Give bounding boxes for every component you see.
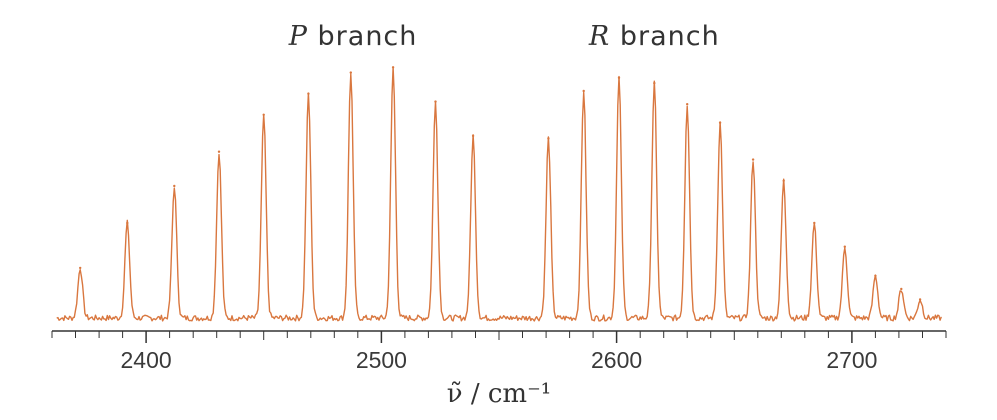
tick-label-2600: 2600: [591, 347, 642, 373]
peak-3: [173, 184, 176, 188]
r-branch-label: R branch: [588, 21, 720, 52]
peak-5: [262, 113, 265, 117]
peak-13: [617, 76, 621, 80]
peak-21: [874, 274, 877, 277]
peak-19: [813, 221, 816, 225]
tick-label-2500: 2500: [356, 347, 407, 373]
x-axis-tick-labels: 2400 2500 2600 2700: [121, 347, 878, 373]
peak-2: [126, 221, 129, 225]
peak-7: [349, 71, 352, 74]
branch-label-group: P branch R branch: [288, 21, 720, 52]
peak-20: [843, 245, 846, 248]
peak-15: [686, 103, 689, 106]
peak-group: [79, 66, 922, 301]
peak-22: [900, 287, 903, 291]
peak-12: [582, 89, 585, 93]
peak-17: [751, 158, 755, 161]
peak-23: [918, 298, 922, 301]
peak-14: [653, 81, 656, 85]
peak-9: [434, 100, 437, 103]
peak-6: [307, 92, 310, 95]
x-axis-label: ν̃ / cm⁻¹: [447, 379, 551, 409]
tick-label-2700: 2700: [826, 347, 877, 373]
peak-8: [391, 66, 395, 69]
peak-16: [718, 121, 722, 124]
spectrum-line: [56, 66, 942, 322]
peak-18: [782, 179, 785, 182]
tick-label-2400: 2400: [121, 347, 172, 373]
peak-1: [79, 266, 82, 270]
peak-11: [547, 137, 550, 140]
p-branch-label: P branch: [288, 21, 418, 52]
x-axis-ticks: [51, 331, 947, 343]
peak-10: [471, 134, 475, 138]
peak-4: [217, 150, 221, 153]
